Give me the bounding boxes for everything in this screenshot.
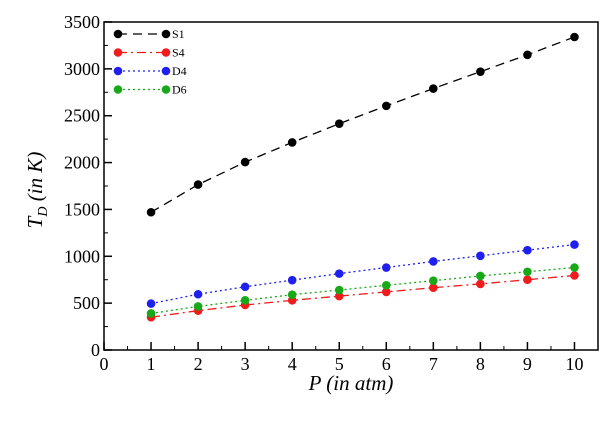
legend-marker bbox=[161, 66, 171, 76]
legend-marker bbox=[161, 85, 171, 94]
data-point bbox=[429, 283, 438, 292]
data-point bbox=[240, 282, 250, 292]
y-tick-label: 1500 bbox=[64, 199, 100, 219]
data-point bbox=[287, 138, 297, 147]
data-point bbox=[240, 157, 250, 167]
y-tick-label: 500 bbox=[73, 293, 100, 313]
data-point bbox=[570, 240, 579, 249]
data-point bbox=[146, 299, 156, 308]
x-axis: 0 1 2 3 4 5 6 7 8 9 10 bbox=[100, 342, 583, 374]
data-point bbox=[240, 296, 250, 305]
x-tick-label: 8 bbox=[476, 354, 485, 374]
data-point bbox=[476, 67, 485, 76]
legend-marker bbox=[161, 29, 171, 39]
data-point bbox=[381, 101, 391, 111]
data-point bbox=[334, 269, 344, 278]
legend-item-d4: D4 bbox=[113, 64, 187, 78]
x-tick-label: 6 bbox=[382, 354, 391, 374]
legend-label: D6 bbox=[172, 83, 187, 97]
data-point bbox=[193, 302, 203, 311]
series-line bbox=[150, 266, 575, 315]
x-tick-label: 9 bbox=[523, 354, 532, 374]
data-point bbox=[287, 290, 297, 300]
data-point bbox=[146, 309, 156, 318]
y-axis-title-main: T bbox=[23, 215, 47, 228]
legend-marker bbox=[161, 48, 171, 57]
data-point bbox=[381, 263, 391, 272]
x-tick-label: 1 bbox=[147, 354, 156, 374]
x-tick-label: 0 bbox=[100, 354, 109, 374]
legend-marker bbox=[113, 29, 123, 39]
y-axis-title-units: (in K) bbox=[23, 152, 47, 207]
series-d4 bbox=[146, 240, 579, 308]
data-point bbox=[381, 287, 391, 297]
data-point bbox=[334, 291, 344, 301]
x-tick-label: 4 bbox=[288, 354, 297, 374]
series-s4 bbox=[146, 271, 579, 322]
legend-item-s4: S4 bbox=[113, 46, 185, 60]
legend-label: D4 bbox=[172, 64, 187, 78]
data-point bbox=[523, 245, 532, 255]
legend-item-s1: S1 bbox=[113, 27, 185, 41]
x-tick-label: 2 bbox=[194, 354, 203, 374]
data-point bbox=[570, 32, 579, 42]
legend-label: S1 bbox=[172, 27, 185, 41]
data-point bbox=[570, 271, 579, 280]
data-point bbox=[287, 275, 297, 285]
data-point bbox=[476, 271, 485, 281]
data-point bbox=[193, 289, 203, 299]
y-axis: 0 500 1000 1500 2000 2500 3000 3500 bbox=[64, 12, 112, 360]
data-point bbox=[429, 84, 438, 93]
series-layer bbox=[146, 32, 579, 322]
y-tick-label: 3500 bbox=[64, 12, 100, 32]
y-tick-label: 3000 bbox=[64, 59, 100, 79]
data-point bbox=[146, 207, 156, 217]
data-point bbox=[429, 257, 438, 266]
legend: S1 S4 D4 D6 bbox=[113, 27, 187, 97]
legend-item-d6: D6 bbox=[113, 83, 187, 97]
data-point bbox=[334, 285, 344, 295]
data-point bbox=[523, 275, 532, 285]
y-tick-label: 2000 bbox=[64, 153, 100, 173]
legend-marker bbox=[113, 48, 123, 57]
y-tick-label: 0 bbox=[91, 340, 100, 360]
series-d6 bbox=[146, 263, 579, 318]
y-axis-title-subscript: D bbox=[36, 207, 51, 218]
data-point bbox=[570, 263, 579, 272]
series-s1 bbox=[146, 32, 579, 217]
legend-label: S4 bbox=[172, 46, 185, 60]
x-axis-title: P (in atm) bbox=[308, 371, 394, 395]
data-point bbox=[193, 180, 203, 189]
x-tick-label: 7 bbox=[429, 354, 438, 374]
series-line bbox=[150, 243, 575, 305]
x-tick-label: 10 bbox=[565, 354, 583, 374]
data-point bbox=[523, 267, 532, 277]
data-point bbox=[476, 279, 485, 289]
x-tick-label: 3 bbox=[241, 354, 250, 374]
x-tick-label: 5 bbox=[335, 354, 344, 374]
data-point bbox=[476, 251, 485, 261]
data-point bbox=[381, 281, 391, 290]
data-point bbox=[334, 119, 344, 128]
y-tick-label: 2500 bbox=[64, 106, 100, 126]
data-point bbox=[523, 50, 532, 60]
y-tick-label: 1000 bbox=[64, 246, 100, 266]
series-line bbox=[150, 274, 575, 318]
data-point bbox=[429, 276, 438, 285]
legend-marker bbox=[113, 66, 123, 76]
series-line bbox=[150, 36, 575, 213]
y-axis-title: TD (in K) bbox=[23, 152, 51, 229]
legend-marker bbox=[113, 85, 123, 94]
